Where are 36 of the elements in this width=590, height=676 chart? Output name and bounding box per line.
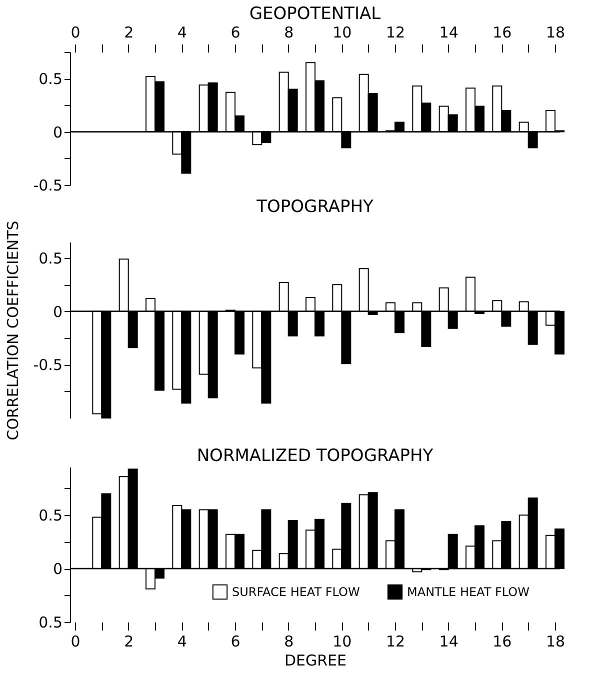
- x-axis-title: DEGREE: [284, 652, 347, 670]
- x-tick-label: 8: [284, 24, 294, 42]
- x-tick-label: 14: [439, 24, 458, 42]
- x-tick-label: 16: [492, 632, 512, 650]
- y-axis-title: CORRELATION COEFFICIENTS: [4, 220, 22, 440]
- legend-label: SURFACE HEAT FLOW: [232, 585, 360, 599]
- x-tick-label: 14: [439, 632, 458, 650]
- y-tick-label: 0.5: [38, 614, 62, 632]
- x-tick-label: 12: [386, 24, 406, 42]
- y-tick-label: 0.5: [38, 250, 62, 268]
- y-tick-label: 0: [52, 560, 62, 578]
- x-tick-label: 10: [332, 24, 352, 42]
- x-tick-label: 0: [70, 632, 80, 650]
- x-tick-label: 6: [230, 24, 240, 42]
- y-tick-label: -0.5: [33, 176, 62, 194]
- x-tick-label: 18: [546, 632, 566, 650]
- x-tick-label: 4: [177, 632, 187, 650]
- x-tick-label: 12: [386, 632, 406, 650]
- chart-title: GEOPOTENTIAL: [249, 4, 382, 24]
- x-tick-label: 16: [492, 24, 512, 42]
- chart-title: TOPOGRAPHY: [256, 196, 374, 217]
- y-tick-label: 0: [52, 123, 62, 142]
- x-tick-label: 2: [124, 24, 134, 42]
- x-tick-label: 2: [124, 632, 134, 650]
- y-tick-label: -0.5: [33, 356, 62, 374]
- y-tick-label: 0: [52, 302, 62, 321]
- chart-title: NORMALIZED TOPOGRAPHY: [196, 446, 434, 466]
- x-tick-label: 8: [284, 632, 294, 650]
- x-tick-label: 18: [546, 24, 566, 42]
- x-tick-label: 6: [230, 632, 240, 650]
- legend-label: MANTLE HEAT FLOW: [407, 585, 530, 599]
- x-tick-label: 10: [332, 632, 352, 650]
- y-tick-label: 0.5: [38, 506, 62, 525]
- x-tick-label: 0: [70, 24, 80, 42]
- x-tick-label: 4: [177, 24, 187, 42]
- y-tick-label: 0.5: [38, 70, 62, 88]
